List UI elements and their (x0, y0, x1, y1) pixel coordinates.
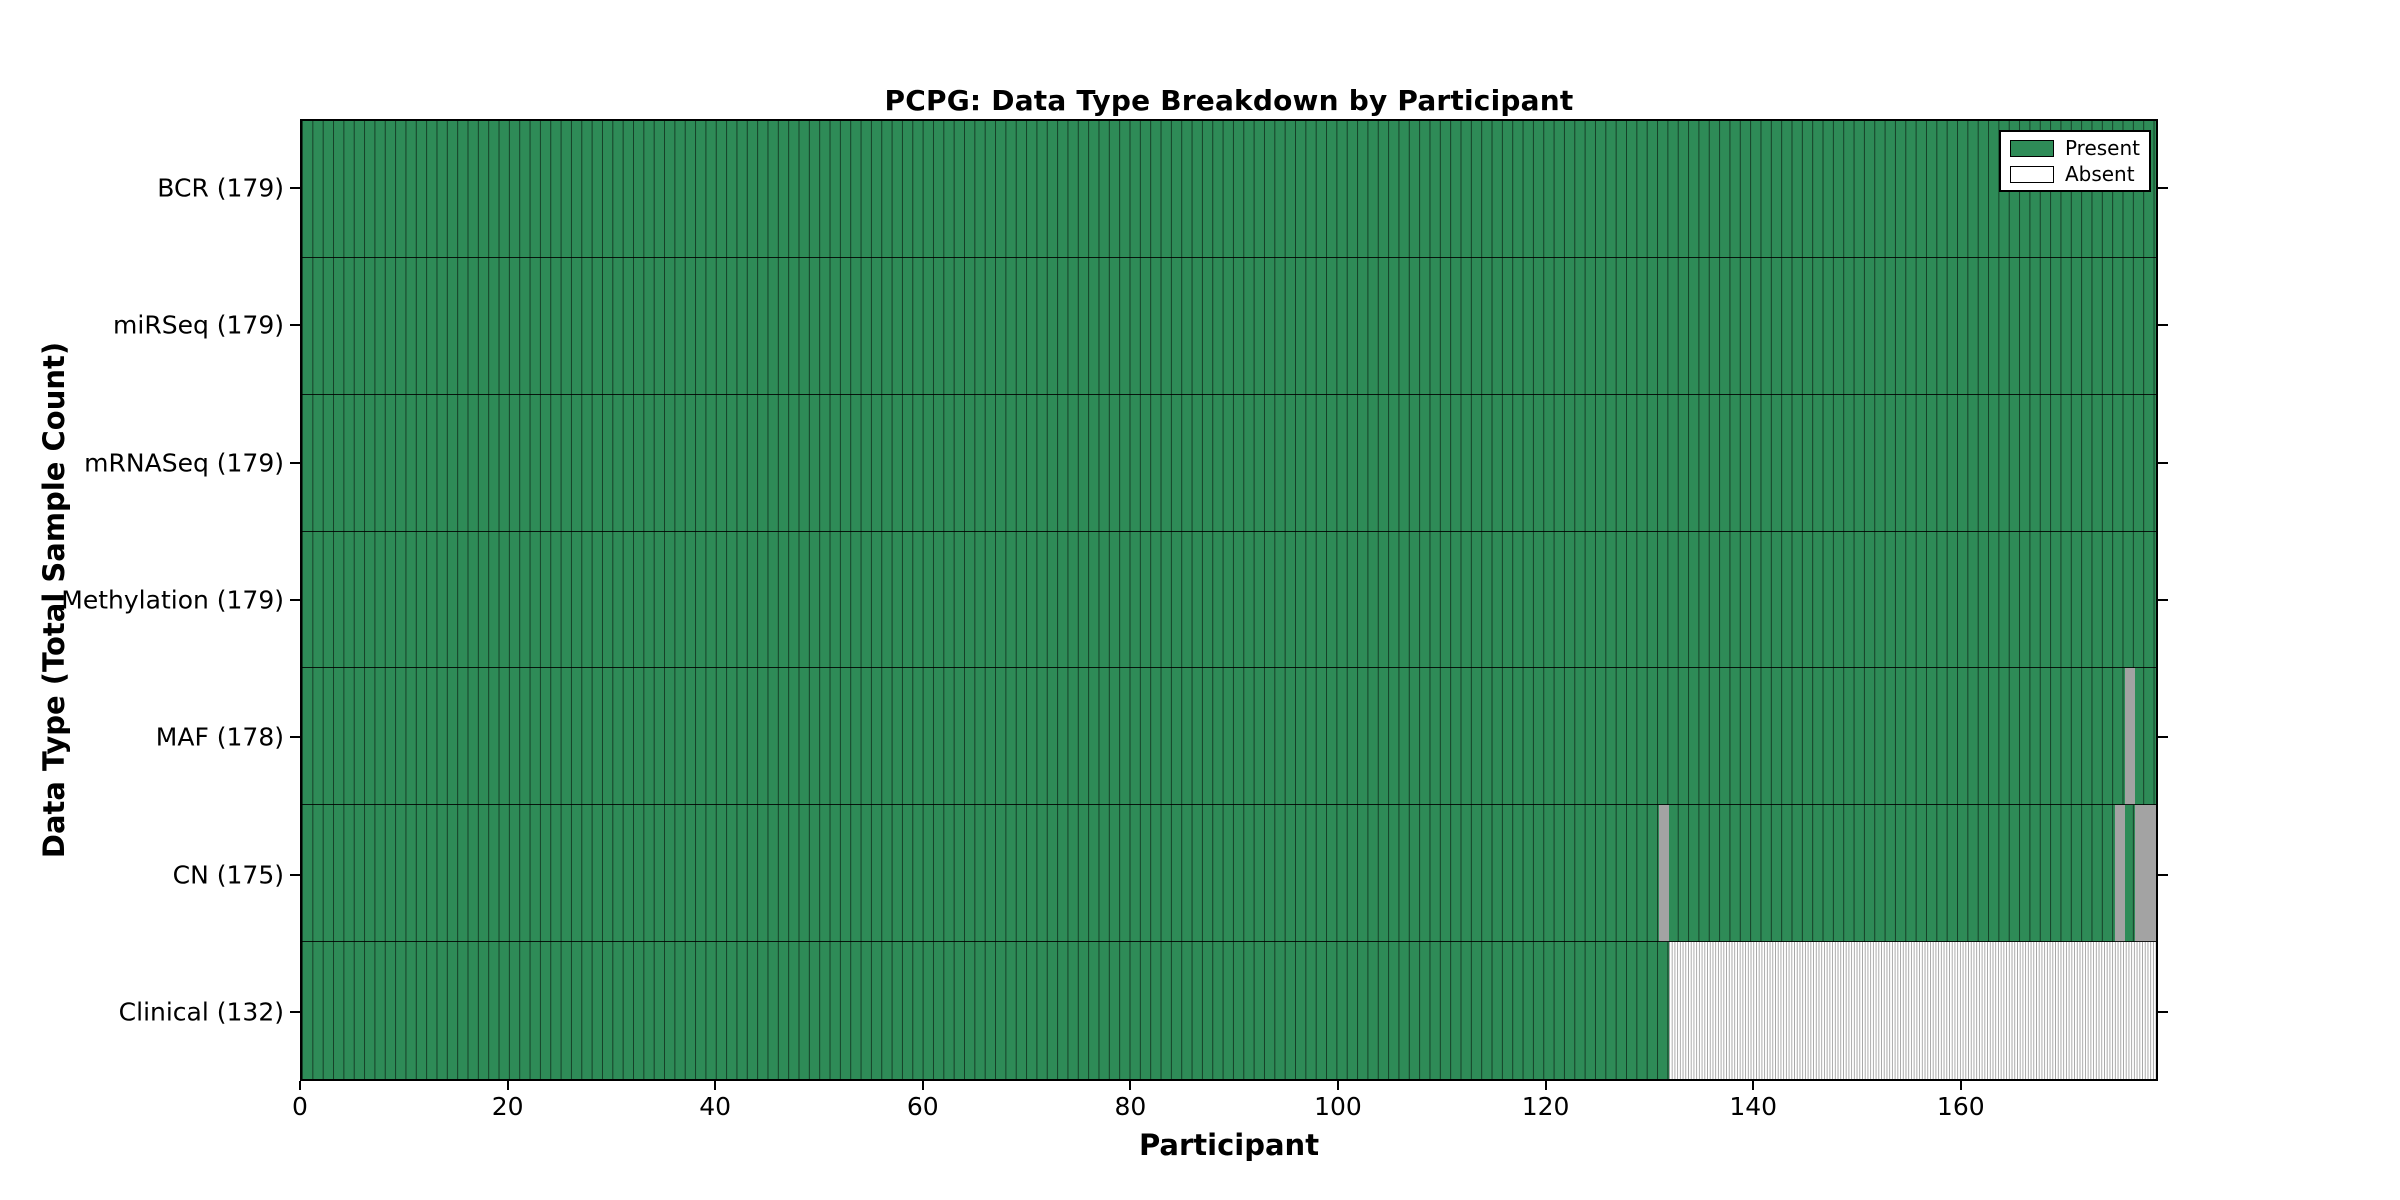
y-tick-label-Clinical: Clinical (132) (118, 997, 284, 1027)
x-tick-label: 40 (699, 1092, 732, 1121)
y-tick-label-Methylation: Methylation (179) (61, 585, 284, 615)
legend-label-present: Present (2064, 136, 2140, 160)
x-tick-label: 20 (491, 1092, 524, 1121)
y-tick-mark-left (290, 873, 300, 876)
y-tick-label-CN: CN (175) (172, 860, 284, 890)
x-tick-label: 160 (1936, 1092, 1985, 1121)
y-tick-mark-right (2158, 736, 2168, 739)
row-mRNASeq (302, 394, 2156, 532)
plot-area: Present Absent (300, 119, 2158, 1081)
x-axis-tick-marks (299, 1081, 2158, 1091)
absent-segment-CN (2135, 805, 2156, 943)
x-tick-mark (1336, 1081, 1339, 1090)
x-tick-mark (921, 1081, 924, 1090)
absent-segment-CN (2114, 805, 2125, 943)
row-separator (302, 667, 2156, 669)
y-tick-label-MAF: MAF (178) (155, 722, 284, 752)
legend: Present Absent (1998, 130, 2151, 192)
row-miRSeq (302, 257, 2156, 395)
row-Methylation (302, 531, 2156, 669)
x-tick-label: 60 (906, 1092, 939, 1121)
chart-title: PCPG: Data Type Breakdown by Participant (884, 84, 1574, 117)
y-tick-label-mRNASeq: mRNASeq (179) (84, 448, 284, 478)
row-MAF (302, 668, 2156, 806)
legend-swatch-absent-icon (2009, 165, 2054, 183)
y-tick-mark-left (290, 461, 300, 464)
x-tick-label: 120 (1521, 1092, 1570, 1121)
y-tick-mark-right (2158, 186, 2168, 189)
x-tick-mark (1752, 1081, 1755, 1090)
y-tick-mark-right (2158, 324, 2168, 327)
y-tick-mark-left (290, 1011, 300, 1014)
x-tick-mark (714, 1081, 717, 1090)
x-tick-mark (506, 1081, 509, 1090)
legend-item-present: Present (2009, 136, 2140, 160)
x-tick-mark (1544, 1081, 1547, 1090)
row-separator (302, 530, 2156, 532)
y-tick-mark-right (2158, 599, 2168, 601)
y-axis-tick-marks-left (290, 119, 300, 1081)
y-axis-tick-marks-right (2158, 119, 2168, 1081)
x-tick-mark (1129, 1081, 1132, 1090)
row-separator (302, 256, 2156, 258)
legend-swatch-present-icon (2009, 139, 2054, 157)
y-tick-mark-left (290, 599, 300, 601)
legend-item-absent: Absent (2009, 162, 2140, 186)
x-tick-label: 140 (1729, 1092, 1778, 1121)
y-tick-mark-right (2158, 1011, 2168, 1014)
row-BCR (302, 121, 2156, 258)
x-tick-mark (299, 1081, 301, 1090)
legend-label-absent: Absent (2064, 162, 2135, 186)
x-tick-label: 100 (1314, 1092, 1362, 1121)
row-separator (302, 804, 2156, 806)
y-tick-mark-left (290, 736, 300, 739)
y-tick-mark-right (2158, 873, 2168, 876)
absent-segment-Clinical (1669, 942, 2156, 1079)
x-axis-tick-labels: 0 20 40 60 80 100 120 140 160 (292, 1092, 2158, 1124)
row-CN (302, 805, 2156, 943)
absent-segment-MAF (2124, 668, 2136, 806)
y-tick-label-miRSeq: miRSeq (179) (113, 310, 284, 340)
absent-segment-CN (1658, 805, 1670, 943)
row-separator (302, 393, 2156, 395)
x-axis-label: Participant (1138, 1128, 1320, 1162)
row-separator (302, 941, 2156, 943)
y-tick-mark-left (290, 324, 300, 327)
x-tick-label: 80 (1114, 1092, 1147, 1121)
x-tick-label: 0 (292, 1092, 308, 1121)
y-tick-label-BCR: BCR (179) (157, 173, 284, 203)
y-axis-tick-labels: BCR (179) miRSeq (179) mRNASeq (179) Methyl… (0, 119, 284, 1081)
y-tick-mark-right (2158, 461, 2168, 464)
x-tick-mark (1959, 1081, 1962, 1090)
y-tick-mark-left (290, 186, 300, 189)
